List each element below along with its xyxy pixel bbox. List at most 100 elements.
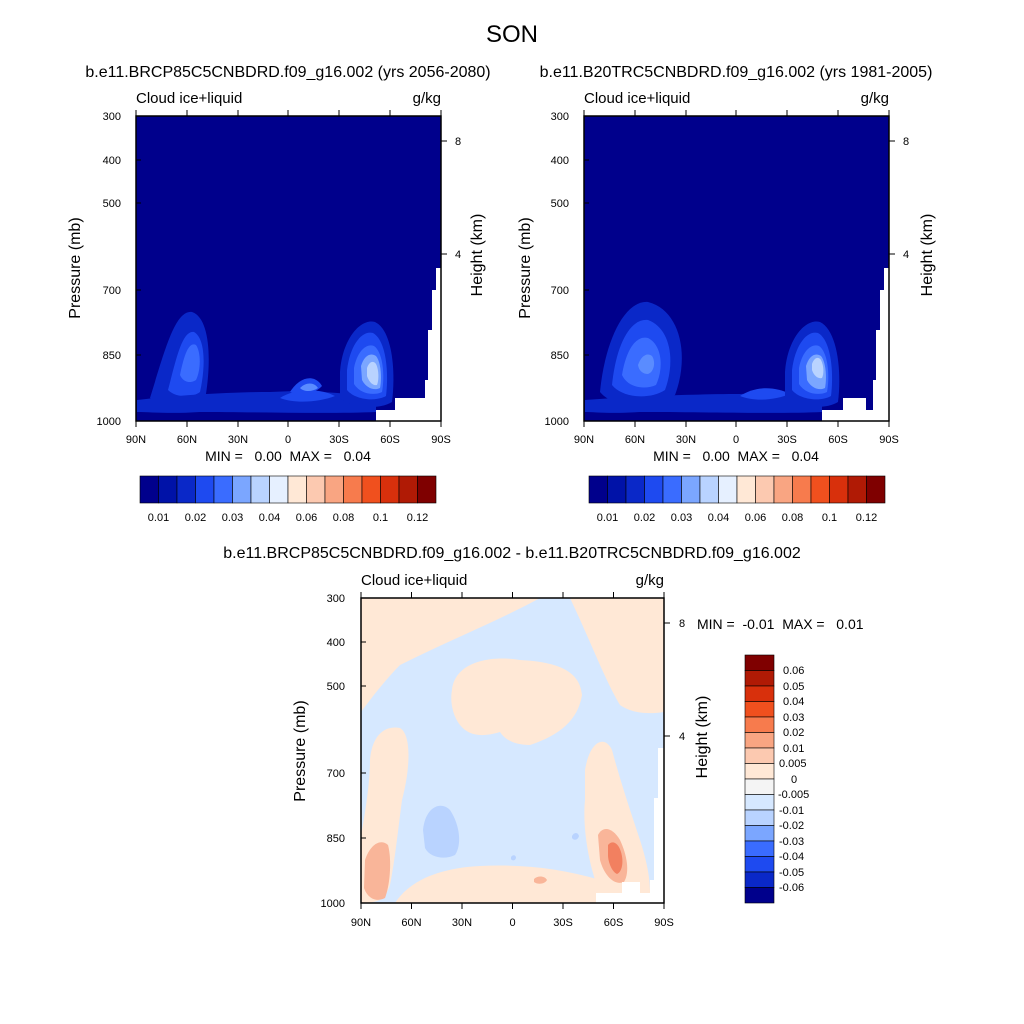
- colorbar-label: 0.04: [783, 696, 804, 708]
- height-tick-label: 4: [679, 731, 685, 743]
- colorbar-label: 0.06: [296, 512, 317, 524]
- colorbar-label: -0.02: [779, 820, 804, 832]
- contour-field: [584, 116, 889, 421]
- panel-difference: b.e11.BRCP85C5CNBDRD.f09_g16.002 - b.e11…: [223, 545, 863, 929]
- panel-rcp85: b.e11.BRCP85C5CNBDRD.f09_g16.002 (yrs 20…: [67, 64, 491, 524]
- height-tick-label: 8: [455, 136, 461, 148]
- x-tick-label: 60N: [401, 917, 421, 929]
- colorbar: 0.01 0.02 0.03 0.04 0.06 0.08 0.1 0.12: [588, 475, 886, 524]
- x-tick-label: 60S: [828, 434, 848, 446]
- x-tick-label: 60S: [380, 434, 400, 446]
- y-axis-label: Pressure (mb): [292, 700, 309, 801]
- colorbar-label: 0.03: [671, 512, 692, 524]
- colorbar-label: 0: [791, 774, 797, 786]
- x-tick-label: 60N: [177, 434, 197, 446]
- colorbar-label: -0.03: [779, 836, 804, 848]
- panel-title: b.e11.BRCP85C5CNBDRD.f09_g16.002 - b.e11…: [223, 545, 801, 562]
- y-axis-label: Pressure (mb): [517, 217, 534, 318]
- x-tick-label: 60N: [625, 434, 645, 446]
- y-tick-label: 1000: [321, 898, 345, 910]
- x-tick-label: 90S: [431, 434, 451, 446]
- right-subtitle: g/kg: [413, 90, 441, 107]
- colorbar-label: 0.04: [259, 512, 280, 524]
- left-subtitle: Cloud ice+liquid: [584, 90, 690, 107]
- colorbar-label: 0.005: [779, 758, 807, 770]
- contour-field: [361, 598, 664, 903]
- x-tick-label: 30N: [676, 434, 696, 446]
- x-axis: 90N 60N 30N 0 30S 60S 90S: [574, 110, 899, 446]
- x-tick-label: 90N: [126, 434, 146, 446]
- colorbar: 0.01 0.02 0.03 0.04 0.06 0.08 0.1 0.12: [139, 475, 437, 524]
- y-axis-right: 8 4: [441, 136, 461, 261]
- y-tick-label: 300: [327, 593, 345, 605]
- right-subtitle: g/kg: [861, 90, 889, 107]
- y-tick-label: 400: [551, 155, 569, 167]
- height-tick-label: 8: [679, 618, 685, 630]
- x-tick-label: 30N: [228, 434, 248, 446]
- y-axis-left: 300 400 500 700 850 1000: [97, 111, 141, 428]
- colorbar-label: 0.06: [745, 512, 766, 524]
- y-tick-label: 400: [327, 637, 345, 649]
- min-max-text: MIN = 0.00 MAX = 0.04: [205, 448, 371, 464]
- x-axis: 90N 60N 30N 0 30S 60S 90S: [126, 110, 451, 446]
- y-axis-right: 8 4: [664, 618, 685, 743]
- colorbar-label: 0.08: [782, 512, 803, 524]
- height-tick-label: 4: [903, 249, 909, 261]
- y-axis-left: 300 400 500 700 850 1000: [545, 111, 589, 428]
- colorbar-label: 0.12: [856, 512, 877, 524]
- colorbar-label: 0.12: [407, 512, 428, 524]
- colorbar: 0.06 0.05 0.04 0.03 0.02 0.01 0.005 0 -0…: [744, 654, 809, 904]
- y-tick-label: 300: [551, 111, 569, 123]
- x-axis: 90N 60N 30N 0 30S 60S 90S: [351, 592, 674, 929]
- y-tick-label: 700: [551, 285, 569, 297]
- height-tick-label: 4: [455, 249, 461, 261]
- colorbar-label: 0.01: [597, 512, 618, 524]
- y-tick-label: 400: [103, 155, 121, 167]
- x-tick-label: 30S: [553, 917, 573, 929]
- colorbar-label: -0.01: [779, 805, 804, 817]
- y-tick-label: 700: [327, 768, 345, 780]
- colorbar-label: 0.08: [333, 512, 354, 524]
- colorbar-label: 0.1: [373, 512, 388, 524]
- colorbar-label: 0.1: [822, 512, 837, 524]
- colorbar-label: -0.06: [779, 882, 804, 894]
- y-axis-right-label: Height (km): [469, 214, 486, 297]
- height-tick-label: 8: [903, 136, 909, 148]
- right-subtitle: g/kg: [636, 572, 664, 589]
- panel-title: b.e11.B20TRC5CNBDRD.f09_g16.002 (yrs 198…: [540, 64, 933, 81]
- colorbar-label: 0.03: [222, 512, 243, 524]
- contour-field: [136, 116, 441, 421]
- x-tick-label: 90S: [654, 917, 674, 929]
- x-tick-label: 0: [285, 434, 291, 446]
- left-subtitle: Cloud ice+liquid: [361, 572, 467, 589]
- colorbar-label: 0.01: [148, 512, 169, 524]
- y-tick-label: 300: [103, 111, 121, 123]
- y-axis-label: Pressure (mb): [67, 217, 84, 318]
- y-axis-right-label: Height (km): [919, 214, 936, 297]
- colorbar-label: 0.06: [783, 665, 804, 677]
- x-tick-label: 90N: [574, 434, 594, 446]
- y-tick-label: 1000: [97, 416, 121, 428]
- page-title: SON: [486, 21, 538, 48]
- x-tick-label: 90S: [879, 434, 899, 446]
- colorbar-label: -0.005: [778, 789, 809, 801]
- colorbar-label: 0.02: [783, 727, 804, 739]
- y-tick-label: 700: [103, 285, 121, 297]
- y-tick-label: 850: [103, 350, 121, 362]
- colorbar-label: -0.04: [779, 851, 804, 863]
- colorbar-label: 0.02: [634, 512, 655, 524]
- colorbar-label: 0.01: [783, 743, 804, 755]
- colorbar-label: 0.02: [185, 512, 206, 524]
- y-tick-label: 850: [327, 833, 345, 845]
- y-tick-label: 500: [103, 198, 121, 210]
- y-axis-right: 8 4: [889, 136, 909, 261]
- left-subtitle: Cloud ice+liquid: [136, 90, 242, 107]
- panel-title: b.e11.BRCP85C5CNBDRD.f09_g16.002 (yrs 20…: [85, 64, 490, 81]
- y-tick-label: 500: [551, 198, 569, 210]
- colorbar-label: -0.05: [779, 867, 804, 879]
- x-tick-label: 30N: [452, 917, 472, 929]
- x-tick-label: 0: [509, 917, 515, 929]
- x-tick-label: 0: [733, 434, 739, 446]
- x-tick-label: 90N: [351, 917, 371, 929]
